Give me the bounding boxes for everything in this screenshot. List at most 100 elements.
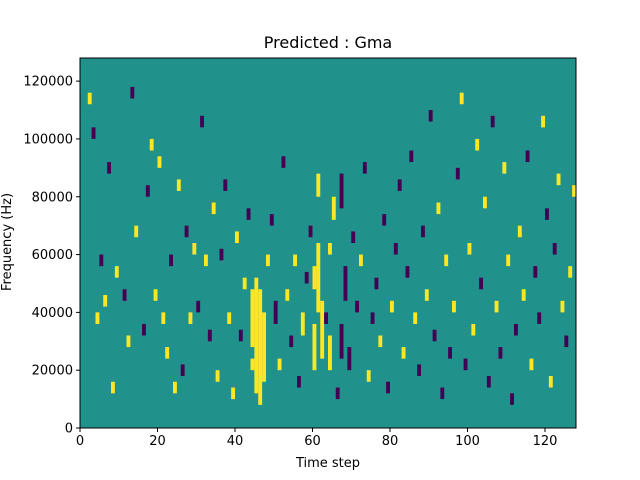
heatmap-cell [107, 162, 111, 174]
heatmap-cell [238, 329, 243, 342]
heatmap-cell [390, 300, 394, 313]
heatmap-cell [269, 214, 274, 226]
heatmap-cell [258, 289, 263, 405]
heatmap-cell [153, 289, 158, 301]
heatmap-cell [250, 289, 255, 348]
heatmap-cell [506, 254, 511, 267]
heatmap-cell [455, 167, 460, 180]
heatmap-cell [169, 254, 173, 267]
heatmap-cell [196, 300, 201, 313]
heatmap-cell [355, 300, 359, 313]
heatmap-cell [215, 370, 220, 382]
heatmap-cell [432, 329, 437, 342]
heatmap-cell [483, 196, 487, 209]
heatmap-cell [564, 335, 569, 348]
heatmap-cell [289, 335, 294, 348]
heatmap-cell [130, 86, 135, 99]
heatmap-cell [479, 277, 483, 290]
heatmap-cell [498, 347, 503, 359]
heatmap-cell [343, 266, 348, 301]
heatmap-cell [277, 358, 282, 371]
heatmap-cell [436, 202, 441, 215]
heatmap-cell [397, 179, 402, 191]
heatmap-cell [537, 312, 542, 324]
heatmap-cell [351, 231, 356, 243]
heatmap-cell [393, 243, 398, 255]
heatmap-cell [293, 254, 297, 267]
heatmap-cell [556, 173, 561, 186]
heatmap-cell [211, 202, 216, 215]
heatmap-cell [421, 225, 425, 238]
heatmap-cell [362, 162, 367, 174]
heatmap-cell [560, 300, 565, 313]
heatmap-cell [490, 115, 495, 128]
y-tick-label: 80000 [32, 190, 73, 205]
heatmap-cell [157, 156, 162, 168]
heatmap-cell [533, 266, 538, 278]
heatmap-cell [328, 335, 332, 371]
heatmap-cell [316, 243, 321, 313]
heatmap-cell [405, 266, 410, 278]
heatmap-cell [328, 243, 332, 255]
y-tick-label: 0 [65, 422, 73, 437]
heatmap-cell [200, 115, 204, 128]
heatmap-cell [122, 289, 127, 301]
heatmap-cell [87, 92, 92, 105]
heatmap-cell [246, 208, 251, 220]
heatmap-cell [366, 370, 371, 382]
heatmap-cell [475, 138, 480, 151]
x-tick-label: 120 [533, 434, 558, 449]
heatmap-cell [459, 92, 464, 105]
x-tick-label: 60 [304, 434, 321, 449]
heatmap-cell [545, 208, 549, 220]
heatmap-cell [223, 179, 228, 191]
heatmap-cell [250, 358, 255, 371]
heatmap-cell [266, 254, 270, 267]
heatmap-cell [401, 347, 406, 359]
chart-title: Predicted : Gma [264, 33, 392, 52]
heatmap-cell [316, 173, 321, 197]
heatmap-cell [502, 162, 507, 174]
heatmap-cell [467, 243, 472, 255]
heatmap-cell [114, 266, 119, 278]
heatmap-cell [242, 277, 247, 290]
heatmap-cell [339, 173, 344, 209]
heatmap-cell [541, 115, 545, 128]
x-tick-label: 20 [149, 434, 166, 449]
y-tick-label: 120000 [23, 75, 73, 90]
heatmap-cell [409, 150, 414, 163]
heatmap-cell [525, 150, 530, 163]
x-tick-label: 0 [76, 434, 84, 449]
heatmap-cell [308, 225, 313, 238]
heatmap-cell [382, 214, 387, 226]
heatmap-cell [227, 312, 232, 324]
heatmap-cell [111, 381, 115, 394]
heatmap-cell [312, 323, 317, 371]
heatmap-cell [149, 138, 154, 151]
heatmap-cell [448, 347, 452, 359]
heatmap-cell [424, 289, 429, 301]
heatmap-cell [339, 323, 344, 359]
heatmap-cell [521, 289, 526, 301]
heatmap-cell [219, 248, 224, 261]
heatmap-cell [552, 243, 557, 255]
heatmap-cell [335, 387, 340, 400]
x-tick-label: 80 [382, 434, 399, 449]
heatmap-cell [173, 381, 177, 394]
heatmap-cell [207, 329, 212, 342]
heatmap-cell [572, 185, 576, 197]
heatmap-cell [510, 393, 514, 405]
heatmap-cell [370, 312, 375, 324]
y-axis: 0 20000 40000 60000 80000 100000 120000 [23, 75, 80, 437]
heatmap-cell [176, 179, 181, 191]
heatmap-cell [188, 312, 193, 324]
heatmap-cell [142, 323, 146, 336]
heatmap-cell [99, 254, 104, 267]
heatmap-cell [134, 225, 139, 238]
heatmap-cell [254, 277, 259, 394]
y-tick-label: 40000 [32, 306, 73, 321]
heatmap-cell [273, 300, 278, 324]
heatmap-cell [486, 375, 491, 388]
heatmap-cell [452, 300, 456, 313]
